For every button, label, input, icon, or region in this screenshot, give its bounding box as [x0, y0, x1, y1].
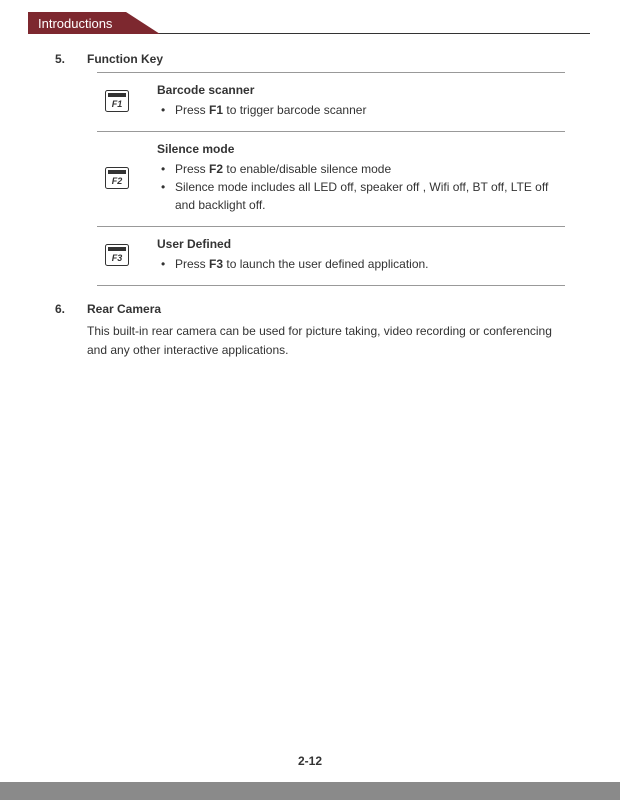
function-key-bullets: Press F3 to launch the user defined appl…: [157, 255, 565, 273]
section-5-title: Function Key: [87, 52, 163, 66]
function-key-bullets: Press F1 to trigger barcode scanner: [157, 101, 565, 119]
section-6: 6. Rear Camera This built-in rear camera…: [55, 302, 565, 359]
svg-text:F3: F3: [112, 253, 123, 263]
section-6-number: 6.: [55, 302, 73, 316]
table-row: F1 Barcode scanner Press F1 to trigger ba…: [97, 72, 565, 132]
list-item: Press F1 to trigger barcode scanner: [159, 101, 565, 119]
table-row: F3 User Defined Press F3 to launch the us…: [97, 227, 565, 286]
function-key-title: Barcode scanner: [157, 83, 565, 97]
section-5-number: 5.: [55, 52, 73, 66]
function-key-title: Silence mode: [157, 142, 565, 156]
svg-text:F2: F2: [112, 176, 123, 186]
header-tab-angle: [126, 12, 160, 34]
section-6-title: Rear Camera: [87, 302, 161, 316]
function-key-table: F1 Barcode scanner Press F1 to trigger ba…: [97, 72, 565, 286]
section-6-body: This built-in rear camera can be used fo…: [87, 322, 565, 359]
function-key-title: User Defined: [157, 237, 565, 251]
list-item: Silence mode includes all LED off, speak…: [159, 178, 565, 214]
function-key-icon: F1: [105, 90, 129, 112]
header-tab: Introductions: [28, 12, 126, 34]
table-row: F2 Silence mode Press F2 to enable/disabl…: [97, 132, 565, 227]
page-number: 2-12: [0, 754, 620, 768]
svg-text:F1: F1: [112, 99, 123, 109]
function-key-icon: F3: [105, 244, 129, 266]
section-6-heading: 6. Rear Camera: [55, 302, 565, 316]
function-key-bullets: Press F2 to enable/disable silence modeS…: [157, 160, 565, 214]
function-key-icon: F2: [105, 167, 129, 189]
section-5-heading: 5. Function Key: [55, 52, 565, 66]
function-key-description: Silence mode Press F2 to enable/disable s…: [157, 142, 565, 214]
function-key-description: User Defined Press F3 to launch the user …: [157, 237, 565, 273]
list-item: Press F2 to enable/disable silence mode: [159, 160, 565, 178]
list-item: Press F3 to launch the user defined appl…: [159, 255, 565, 273]
function-key-description: Barcode scanner Press F1 to trigger barco…: [157, 83, 565, 119]
header-tab-row: Introductions: [28, 12, 620, 34]
footer-bar: [0, 782, 620, 800]
